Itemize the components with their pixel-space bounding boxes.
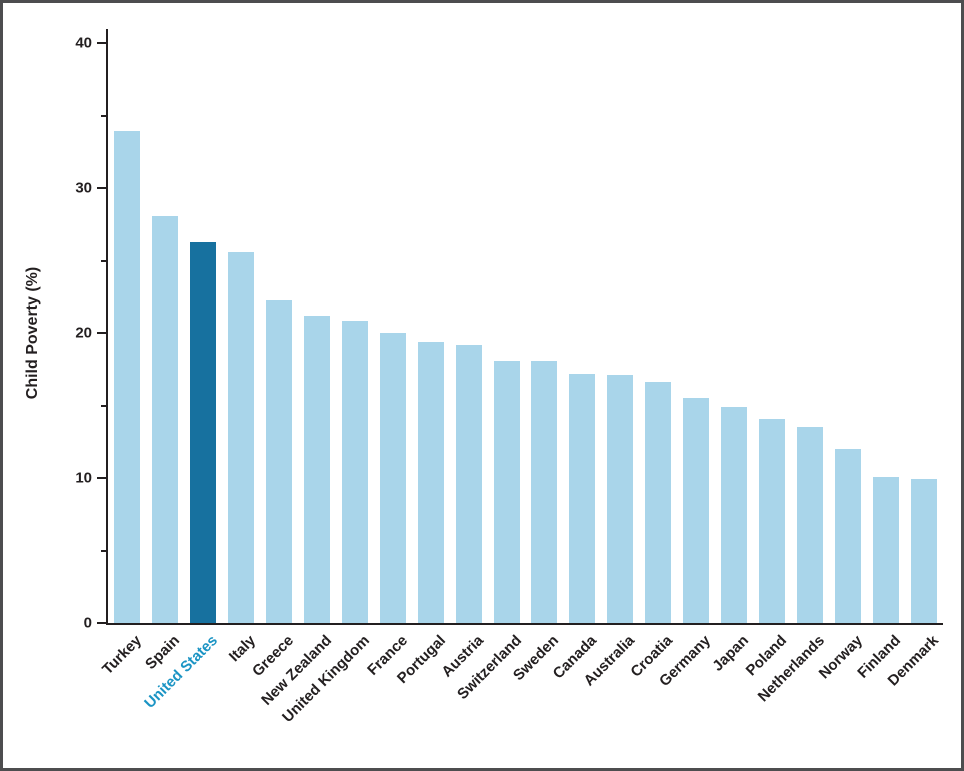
bar-switzerland (493, 360, 520, 623)
bar-sweden (531, 360, 558, 623)
bar-norway (835, 449, 862, 623)
x-axis-line (106, 623, 943, 625)
bar-portugal (417, 341, 444, 623)
y-tick-40 (97, 42, 106, 44)
bar-turkey (113, 131, 140, 623)
bar-united-states (189, 241, 216, 623)
y-tick-label-30: 30 (75, 179, 92, 197)
bar-new-zealand (303, 315, 330, 623)
bar-netherlands (797, 427, 824, 623)
y-tick-label-20: 20 (75, 324, 92, 342)
y-tick-20 (97, 332, 106, 334)
bar-poland (759, 418, 786, 623)
x-tick-label-turkey: Turkey (98, 632, 145, 679)
bar-germany (683, 398, 710, 623)
y-tick-label-10: 10 (75, 469, 92, 487)
bar-united-kingdom (341, 321, 368, 623)
y-minor-tick-15 (101, 404, 106, 407)
bar-finland (873, 476, 900, 623)
bar-austria (455, 344, 482, 623)
y-tick-30 (97, 187, 106, 189)
y-tick-10 (97, 477, 106, 479)
bar-croatia (645, 382, 672, 623)
bar-france (379, 333, 406, 623)
y-minor-tick-25 (101, 259, 106, 262)
bar-italy (227, 251, 254, 623)
bar-greece (265, 299, 292, 623)
bar-denmark (911, 479, 938, 623)
bar-spain (151, 215, 178, 623)
y-minor-tick-35 (101, 114, 106, 117)
bar-japan (721, 406, 748, 623)
y-axis-line (106, 29, 108, 625)
y-tick-label-40: 40 (75, 34, 92, 52)
y-minor-tick-5 (101, 549, 106, 552)
y-axis-title: Child Poverty (%) (24, 266, 41, 400)
x-tick-label-italy: Italy (225, 632, 259, 666)
y-tick-0 (97, 622, 106, 624)
bar-australia (607, 375, 634, 623)
plot-area: Turkey Spain United States Italy Greece New Z… (75, 29, 943, 726)
bar-canada (569, 373, 596, 623)
y-tick-label-0: 0 (83, 614, 92, 632)
